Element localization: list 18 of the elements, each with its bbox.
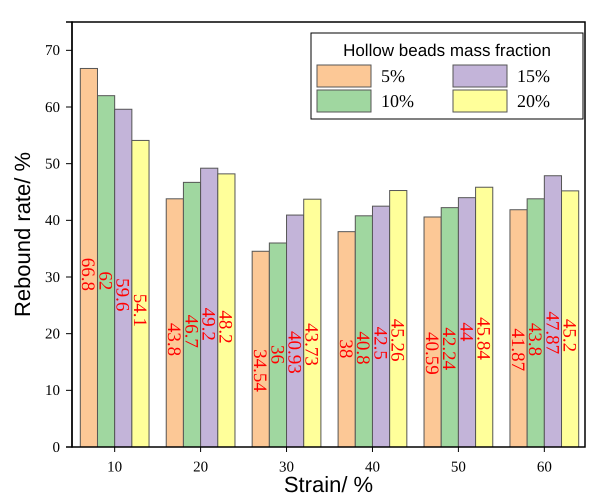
x-tick-label: 50 — [450, 460, 466, 476]
legend-label: 15% — [517, 66, 550, 86]
y-tick-label: 50 — [45, 156, 60, 172]
legend-label: 20% — [517, 91, 550, 111]
y-tick-label: 0 — [52, 440, 60, 456]
y-tick-label: 40 — [45, 213, 60, 230]
legend-title: Hollow beads mass fraction — [343, 41, 551, 60]
y-tick-label: 20 — [45, 326, 60, 342]
y-axis-title: Rebound rate/ % — [10, 152, 35, 318]
y-tick-label: 60 — [45, 100, 60, 116]
legend-label: 5% — [381, 66, 405, 86]
legend-label: 10% — [381, 91, 414, 111]
y-tick-label: 70 — [45, 43, 60, 60]
y-tick-label: 10 — [45, 383, 60, 400]
x-tick-label: 10 — [107, 460, 122, 476]
x-tick-label: 60 — [536, 460, 552, 476]
x-tick-label: 20 — [193, 460, 208, 476]
y-tick-label: 30 — [45, 270, 60, 286]
